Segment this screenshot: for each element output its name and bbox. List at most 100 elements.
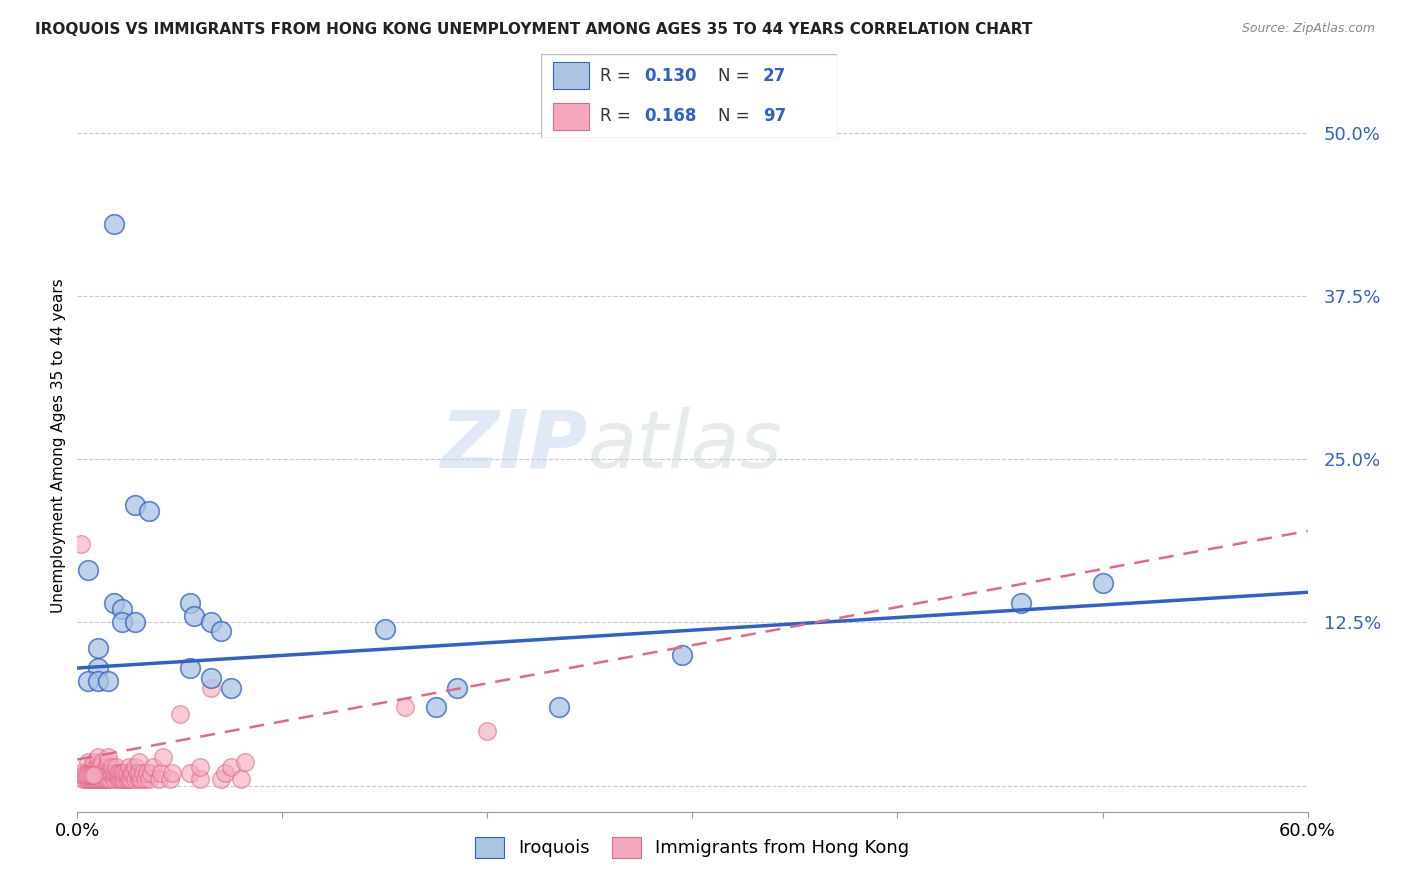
Text: 0.168: 0.168	[645, 107, 697, 125]
Point	[103, 772, 125, 786]
Point	[152, 749, 174, 764]
Text: IROQUOIS VS IMMIGRANTS FROM HONG KONG UNEMPLOYMENT AMONG AGES 35 TO 44 YEARS COR: IROQUOIS VS IMMIGRANTS FROM HONG KONG UN…	[35, 22, 1032, 37]
Point	[115, 772, 138, 786]
Point	[219, 681, 242, 695]
Point	[124, 615, 146, 630]
Point	[111, 772, 134, 786]
Point	[160, 765, 183, 780]
Point	[79, 772, 101, 786]
Point	[138, 504, 160, 518]
Text: R =: R =	[600, 67, 637, 85]
Point	[83, 755, 105, 769]
Point	[209, 624, 232, 639]
Point	[105, 760, 128, 774]
Point	[72, 768, 94, 782]
Text: ZIP: ZIP	[440, 407, 588, 485]
Point	[105, 765, 128, 780]
Point	[79, 765, 101, 780]
Point	[128, 772, 150, 786]
Point	[179, 661, 201, 675]
Point	[98, 765, 121, 780]
Point	[83, 772, 105, 786]
Point	[671, 648, 693, 662]
Point	[97, 674, 120, 689]
Text: 97: 97	[762, 107, 786, 125]
Point	[121, 765, 143, 780]
Point	[87, 641, 110, 656]
Point	[75, 772, 97, 786]
Point	[110, 772, 132, 786]
Point	[98, 772, 121, 786]
Point	[87, 749, 110, 764]
Point	[188, 760, 212, 774]
Point	[94, 765, 117, 780]
Point	[80, 772, 103, 786]
Point	[200, 615, 222, 630]
Point	[90, 755, 114, 769]
Point	[124, 498, 146, 512]
FancyBboxPatch shape	[541, 54, 837, 138]
Point	[169, 706, 191, 721]
Point	[214, 765, 236, 780]
Point	[120, 765, 142, 780]
Point	[134, 772, 156, 786]
Point	[183, 608, 205, 623]
Point	[80, 765, 103, 780]
Point	[84, 772, 107, 786]
Point	[141, 765, 163, 780]
Point	[103, 217, 125, 231]
Point	[111, 602, 134, 616]
Point	[138, 772, 160, 786]
Point	[107, 772, 129, 786]
Point	[117, 760, 139, 774]
Point	[188, 772, 212, 786]
Point	[111, 765, 134, 780]
Point	[446, 681, 468, 695]
Point	[94, 772, 117, 786]
Y-axis label: Unemployment Among Ages 35 to 44 years: Unemployment Among Ages 35 to 44 years	[51, 278, 66, 614]
Point	[107, 765, 129, 780]
Point	[76, 765, 98, 780]
Point	[150, 765, 173, 780]
Point	[219, 760, 242, 774]
Point	[235, 755, 257, 769]
Point	[128, 765, 150, 780]
Point	[84, 765, 107, 780]
Point	[132, 765, 155, 780]
Point	[76, 563, 98, 577]
FancyBboxPatch shape	[553, 62, 589, 89]
Point	[231, 772, 253, 786]
Point	[1010, 596, 1032, 610]
Point	[114, 765, 136, 780]
Point	[128, 755, 150, 769]
Point	[129, 772, 152, 786]
Text: Source: ZipAtlas.com: Source: ZipAtlas.com	[1241, 22, 1375, 36]
Point	[115, 765, 138, 780]
Point	[111, 615, 134, 630]
Point	[87, 765, 110, 780]
Point	[76, 768, 98, 782]
Point	[83, 768, 105, 782]
Point	[70, 765, 93, 780]
Point	[1091, 576, 1114, 591]
Point	[94, 760, 117, 774]
Point	[125, 765, 148, 780]
Point	[76, 674, 98, 689]
Point	[90, 772, 114, 786]
FancyBboxPatch shape	[553, 103, 589, 130]
Point	[120, 772, 142, 786]
Point	[374, 622, 396, 636]
Point	[89, 765, 111, 780]
Point	[93, 772, 115, 786]
Point	[90, 765, 114, 780]
Point	[79, 768, 101, 782]
Point	[97, 755, 120, 769]
Point	[103, 596, 125, 610]
Point	[75, 768, 97, 782]
Point	[548, 700, 571, 714]
Point	[87, 759, 110, 773]
Point	[76, 755, 98, 769]
Point	[87, 772, 110, 786]
Text: N =: N =	[718, 67, 755, 85]
Point	[97, 765, 120, 780]
